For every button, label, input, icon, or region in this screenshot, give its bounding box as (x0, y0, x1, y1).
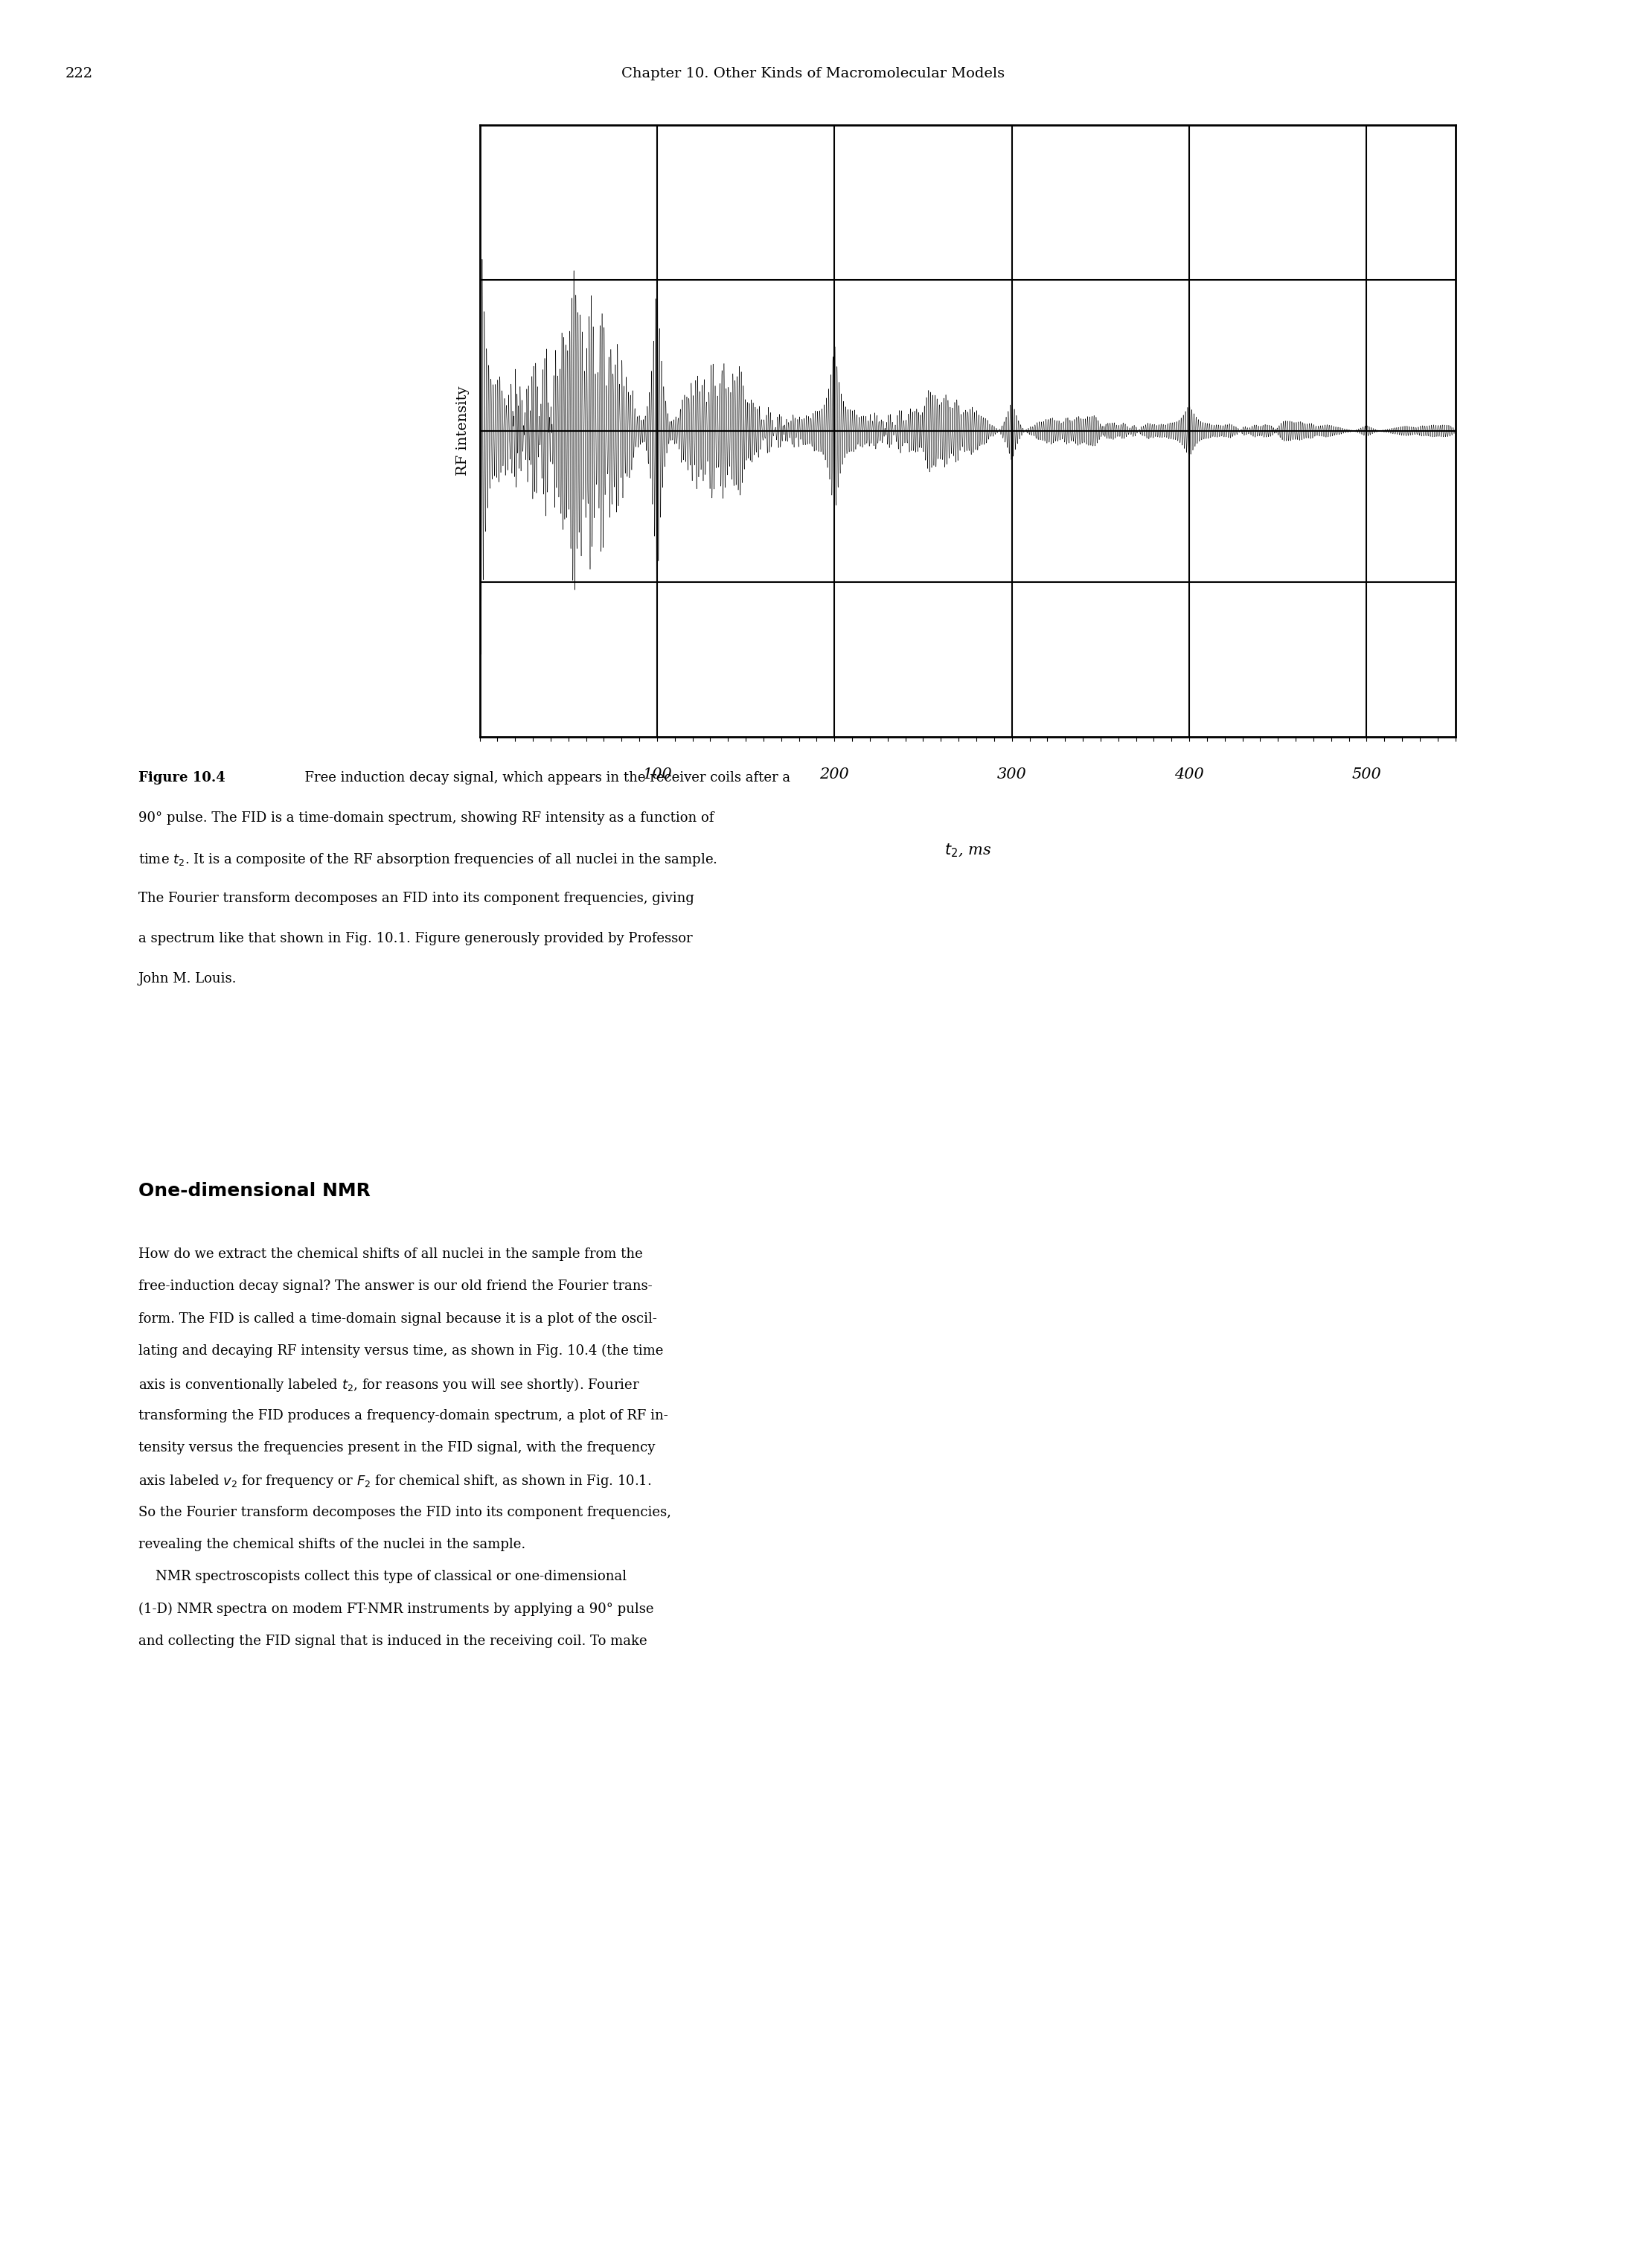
Text: Chapter 10. Other Kinds of Macromolecular Models: Chapter 10. Other Kinds of Macromolecula… (621, 68, 1005, 79)
Text: The Fourier transform decomposes an FID into its component frequencies, giving: The Fourier transform decomposes an FID … (138, 891, 694, 905)
Text: One-dimensional NMR: One-dimensional NMR (138, 1182, 371, 1200)
Text: axis labeled $v_2$ for frequency or $F_2$ for chemical shift, as shown in Fig. 1: axis labeled $v_2$ for frequency or $F_2… (138, 1474, 652, 1490)
Text: transforming the FID produces a frequency-domain spectrum, a plot of RF in-: transforming the FID produces a frequenc… (138, 1408, 668, 1422)
Text: 200: 200 (820, 767, 849, 782)
Text: 100: 100 (642, 767, 672, 782)
Text: 300: 300 (997, 767, 1026, 782)
Text: 222: 222 (65, 68, 93, 79)
Text: 500: 500 (1351, 767, 1382, 782)
Text: How do we extract the chemical shifts of all nuclei in the sample from the: How do we extract the chemical shifts of… (138, 1247, 642, 1261)
Text: Free induction decay signal, which appears in the receiver coils after a: Free induction decay signal, which appea… (296, 771, 790, 785)
Text: $t_2$, ms: $t_2$, ms (945, 841, 990, 860)
Text: (1-D) NMR spectra on modem FT-NMR instruments by applying a 90° pulse: (1-D) NMR spectra on modem FT-NMR instru… (138, 1603, 654, 1617)
Text: 90° pulse. The FID is a time-domain spectrum, showing RF intensity as a function: 90° pulse. The FID is a time-domain spec… (138, 812, 714, 826)
Text: John M. Louis.: John M. Louis. (138, 971, 237, 984)
Text: free-induction decay signal? The answer is our old friend the Fourier trans-: free-induction decay signal? The answer … (138, 1279, 652, 1293)
Text: lating and decaying RF intensity versus time, as shown in Fig. 10.4 (the time: lating and decaying RF intensity versus … (138, 1345, 663, 1359)
Text: revealing the chemical shifts of the nuclei in the sample.: revealing the chemical shifts of the nuc… (138, 1538, 525, 1551)
Text: and collecting the FID signal that is induced in the receiving coil. To make: and collecting the FID signal that is in… (138, 1635, 647, 1649)
Y-axis label: RF intensity: RF intensity (455, 386, 470, 476)
Text: a spectrum like that shown in Fig. 10.1. Figure generously provided by Professor: a spectrum like that shown in Fig. 10.1.… (138, 932, 693, 946)
Text: Figure 10.4: Figure 10.4 (138, 771, 224, 785)
Text: time $t_2$. It is a composite of the RF absorption frequencies of all nuclei in : time $t_2$. It is a composite of the RF … (138, 850, 717, 869)
Text: axis is conventionally labeled $t_2$, for reasons you will see shortly). Fourier: axis is conventionally labeled $t_2$, fo… (138, 1377, 639, 1393)
Text: form. The FID is called a time-domain signal because it is a plot of the oscil-: form. The FID is called a time-domain si… (138, 1311, 657, 1325)
Text: NMR spectroscopists collect this type of classical or one-dimensional: NMR spectroscopists collect this type of… (138, 1569, 626, 1583)
Text: So the Fourier transform decomposes the FID into its component frequencies,: So the Fourier transform decomposes the … (138, 1506, 672, 1520)
Text: tensity versus the frequencies present in the FID signal, with the frequency: tensity versus the frequencies present i… (138, 1440, 655, 1454)
Text: 400: 400 (1174, 767, 1203, 782)
